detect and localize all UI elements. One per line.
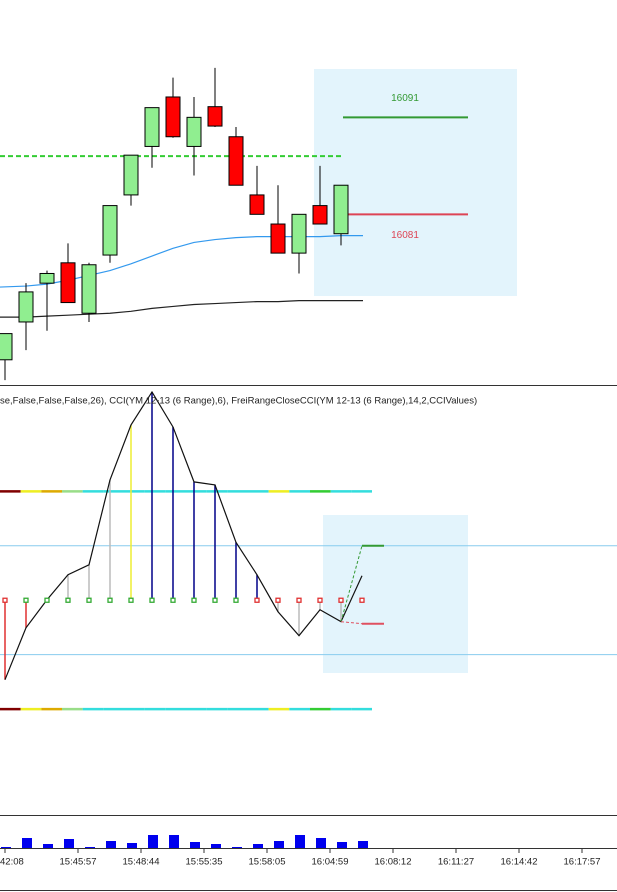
x-tick-label: 15:45:57 bbox=[60, 857, 97, 868]
volume-bar bbox=[148, 835, 158, 848]
signal-marker bbox=[44, 597, 50, 603]
volume-bar bbox=[127, 843, 137, 848]
signal-marker bbox=[170, 597, 176, 603]
indicator-zone bbox=[323, 515, 468, 673]
price-zone bbox=[314, 69, 517, 296]
candle-body bbox=[165, 96, 181, 138]
signal-marker bbox=[2, 597, 8, 603]
level-label: 16081 bbox=[391, 230, 419, 241]
level-label: 16091 bbox=[391, 93, 419, 104]
volume-bar bbox=[211, 844, 221, 848]
signal-marker bbox=[359, 597, 365, 603]
volume-bar bbox=[1, 847, 11, 848]
volume-bar bbox=[22, 838, 32, 848]
volume-bar bbox=[337, 842, 347, 848]
x-tick-label: 42:08 bbox=[0, 857, 24, 868]
signal-marker bbox=[191, 597, 197, 603]
volume-bar bbox=[64, 839, 74, 848]
candle-body bbox=[0, 333, 13, 361]
candle-body bbox=[270, 223, 286, 254]
signal-marker bbox=[149, 597, 155, 603]
candle-body bbox=[291, 213, 307, 254]
volume-bar bbox=[232, 847, 242, 848]
x-tick-label: 16:08:12 bbox=[375, 857, 412, 868]
volume-bar bbox=[190, 842, 200, 848]
candle-body bbox=[228, 136, 244, 186]
x-tick-label: 15:48:44 bbox=[123, 857, 160, 868]
signal-marker bbox=[275, 597, 281, 603]
signal-marker bbox=[65, 597, 71, 603]
x-tick-label: 16:11:27 bbox=[438, 857, 474, 868]
cci-line bbox=[4, 390, 363, 680]
x-tick-label: 16:17:57 bbox=[564, 857, 601, 868]
volume-bar bbox=[274, 841, 284, 848]
candle-body bbox=[144, 107, 160, 147]
moving-average bbox=[0, 300, 363, 318]
candle-body bbox=[249, 194, 265, 215]
volume-bar bbox=[43, 844, 53, 848]
volume-bar bbox=[169, 835, 179, 848]
candle-body bbox=[102, 205, 118, 256]
signal-marker bbox=[212, 597, 218, 603]
indicator-title: se,False,False,False,26), CCI(YM 12-13 (… bbox=[0, 396, 477, 407]
candle-body bbox=[333, 184, 349, 235]
signal-marker bbox=[86, 597, 92, 603]
signal-marker bbox=[128, 597, 134, 603]
volume-bar bbox=[358, 841, 368, 848]
volume-bar bbox=[106, 841, 116, 848]
candle-body bbox=[123, 154, 139, 196]
candle-body bbox=[312, 205, 328, 225]
candle-body bbox=[207, 106, 223, 127]
signal-marker bbox=[233, 597, 239, 603]
candle-body bbox=[81, 264, 97, 314]
signal-marker bbox=[107, 597, 113, 603]
signal-marker bbox=[23, 597, 29, 603]
candle-body bbox=[18, 291, 34, 323]
candle-body bbox=[186, 116, 202, 147]
volume-bar bbox=[295, 835, 305, 848]
volume-bar bbox=[316, 838, 326, 848]
candle-body bbox=[60, 262, 76, 304]
cci-projection bbox=[340, 545, 363, 622]
signal-marker bbox=[296, 597, 302, 603]
x-tick-label: 16:14:42 bbox=[501, 857, 538, 868]
volume-bar bbox=[85, 847, 95, 848]
volume-bar bbox=[253, 844, 263, 848]
x-tick-label: 16:04:59 bbox=[312, 857, 349, 868]
candle-body bbox=[39, 272, 55, 284]
signal-marker bbox=[338, 597, 344, 603]
cci-projection bbox=[340, 621, 363, 625]
signal-marker bbox=[254, 597, 260, 603]
x-tick-label: 15:55:35 bbox=[186, 857, 223, 868]
x-tick-label: 15:58:05 bbox=[249, 857, 286, 868]
signal-marker bbox=[317, 597, 323, 603]
